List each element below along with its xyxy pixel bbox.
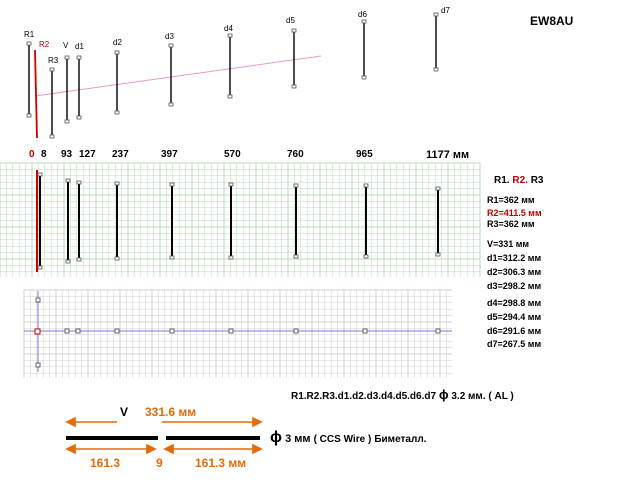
- label-d6: d6: [358, 10, 367, 19]
- position-760: 760: [287, 149, 304, 160]
- label-d3: d3: [165, 32, 174, 41]
- diameter-symbol-2: ϕ: [270, 429, 282, 446]
- plan-markers: [35, 297, 441, 368]
- element-length: d1=312.2 мм: [487, 253, 542, 263]
- wire-material: Биметалл.: [374, 434, 427, 445]
- legend-r3: R3: [530, 175, 544, 186]
- label-d2: d2: [113, 38, 122, 47]
- perspective-rod-r2: [34, 49, 38, 139]
- material-elements: R1.R2.R3.d1.d2.d3.d4.d5.d6.d7: [291, 391, 437, 402]
- label-r3: R3: [48, 56, 59, 65]
- wire-type: ( CCS Wire ): [313, 434, 372, 445]
- label-r1: R1: [24, 30, 35, 39]
- perspective-elements: [28, 15, 437, 137]
- dipole-right-length: 161.3 мм: [195, 456, 247, 470]
- diameter-symbol-1: ϕ: [438, 387, 449, 402]
- position-93: 93: [61, 149, 73, 160]
- element-length: V=331 мм: [487, 239, 530, 249]
- label-v: V: [63, 41, 69, 50]
- element-length: R3=362 мм: [487, 219, 535, 229]
- side-rod-caps: [37, 172, 441, 270]
- label-d1: d1: [75, 42, 84, 51]
- position-8: 8: [41, 149, 47, 160]
- wire-diameter: 3 мм: [285, 433, 311, 445]
- label-d4: d4: [224, 24, 233, 33]
- legend-r1: R1.: [494, 175, 510, 186]
- element-length: d4=298.8 мм: [487, 298, 542, 308]
- label-d7: d7: [441, 6, 450, 15]
- plan-reflector-marker: [34, 328, 41, 335]
- dipole-dimensions: [65, 416, 263, 455]
- reflector-legend: R1. R2. R3: [494, 176, 543, 186]
- side-view-grid: [0, 162, 481, 277]
- position-570: 570: [224, 149, 241, 160]
- label-d5: d5: [286, 16, 295, 25]
- element-length: R1=362 мм: [487, 195, 535, 205]
- element-length: d3=298.2 мм: [487, 281, 542, 291]
- dipole-v-label: V: [120, 405, 129, 419]
- element-length: d6=291.6 мм: [487, 326, 542, 336]
- element-length: d5=294.4 мм: [487, 312, 542, 322]
- position-237: 237: [112, 149, 129, 160]
- position-127: 127: [79, 149, 96, 160]
- callsign: EW8AU: [530, 14, 574, 28]
- position-965: 965: [356, 149, 373, 160]
- position-0: 0: [29, 149, 35, 160]
- legend-r2: R2.: [512, 175, 528, 186]
- position-397: 397: [161, 149, 178, 160]
- material-note: R1.R2.R3.d1.d2.d3.d4.d5.d6.d7 ϕ 3.2 мм. …: [291, 388, 514, 402]
- wire-spec: ϕ 3 мм ( CCS Wire ) Биметалл.: [270, 430, 426, 446]
- dipole-gap: 9: [156, 456, 163, 470]
- material-spec: 3.2 мм. ( AL ): [451, 391, 514, 402]
- perspective-rod-caps: [26, 12, 439, 139]
- label-r2: R2: [39, 40, 50, 49]
- side-view-elements: [39, 175, 439, 268]
- dipole-total-length: 331.6 мм: [145, 405, 197, 419]
- element-length: R2=411.5 мм: [487, 208, 542, 218]
- element-length: d2=306.3 мм: [487, 267, 542, 277]
- dipole-left-length: 161.3: [90, 456, 121, 470]
- position-1177: 1177 мм: [426, 149, 470, 161]
- plan-view-grid: [23, 289, 452, 378]
- element-length: d7=267.5 мм: [487, 339, 542, 349]
- boom-line: [34, 55, 322, 97]
